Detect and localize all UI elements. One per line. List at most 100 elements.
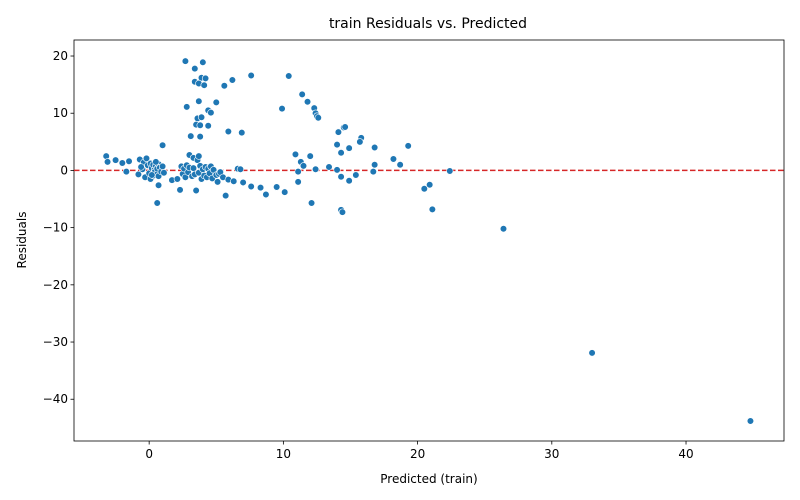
data-point: [236, 165, 245, 173]
data-point: [278, 105, 286, 113]
data-point: [176, 186, 184, 194]
data-point: [334, 128, 343, 136]
data-point: [142, 154, 151, 163]
data-point: [307, 199, 316, 207]
data-point: [314, 114, 322, 122]
data-point: [125, 157, 133, 165]
data-point: [345, 144, 353, 152]
data-point: [262, 190, 270, 199]
data-point: [195, 152, 203, 160]
x-axis-label: Predicted (train): [380, 472, 477, 486]
data-point: [333, 166, 341, 174]
y-axis-label: Residuals: [15, 212, 29, 269]
data-point: [137, 163, 145, 171]
data-point: [291, 150, 300, 159]
data-point: [256, 183, 265, 192]
data-point: [197, 113, 206, 121]
data-point: [426, 181, 434, 189]
data-point: [196, 121, 204, 129]
plot-area: 0 10 20 30 40 −40 −30 −20 −10 0 10 20: [43, 39, 785, 461]
data-point: [337, 149, 345, 157]
data-point: [192, 186, 200, 195]
data-point: [154, 181, 163, 189]
data-point: [306, 152, 314, 160]
chart-title: train Residuals vs. Predicted: [329, 16, 527, 32]
data-point: [181, 57, 189, 65]
x-tick-label: 10: [276, 447, 291, 461]
data-point: [158, 141, 167, 149]
data-point: [325, 163, 333, 171]
data-point: [160, 169, 168, 177]
data-point: [294, 167, 302, 176]
data-point: [298, 90, 306, 98]
data-point: [294, 178, 302, 186]
y-axis-ticks: −40 −30 −20 −10 0 10 20: [43, 49, 74, 406]
data-point: [238, 129, 246, 137]
data-point: [333, 141, 341, 149]
data-point: [112, 156, 120, 164]
data-point: [152, 158, 160, 166]
data-point: [499, 225, 508, 233]
data-point: [189, 164, 198, 172]
data-point: [200, 81, 208, 89]
data-point: [220, 82, 228, 90]
data-point: [134, 170, 143, 179]
y-tick-label: 0: [60, 163, 68, 177]
data-point: [196, 133, 204, 141]
data-point: [337, 173, 345, 181]
data-point: [371, 143, 379, 152]
data-point: [158, 162, 167, 171]
data-point: [199, 58, 207, 66]
x-tick-label: 40: [678, 447, 693, 461]
data-point: [222, 191, 230, 200]
data-point: [428, 205, 436, 213]
data-point: [214, 178, 222, 186]
data-point: [153, 199, 161, 207]
data-point: [299, 162, 308, 170]
data-point: [148, 171, 156, 179]
data-point: [588, 349, 596, 357]
data-point: [118, 159, 126, 167]
y-tick-label: 10: [53, 106, 68, 120]
data-point: [207, 109, 215, 117]
data-point: [341, 123, 349, 131]
data-point: [281, 188, 289, 196]
y-tick-label: −10: [43, 221, 68, 235]
y-tick-label: 20: [53, 49, 68, 63]
data-point: [369, 167, 377, 176]
data-point: [303, 98, 312, 106]
x-axis-ticks: 0 10 20 30 40: [145, 441, 694, 461]
data-points: [102, 57, 755, 425]
data-point: [311, 165, 320, 173]
y-tick-label: −30: [43, 335, 68, 349]
data-point: [191, 65, 199, 73]
y-tick-label: −20: [43, 278, 68, 292]
data-point: [352, 171, 360, 179]
data-point: [195, 97, 203, 105]
data-point: [224, 127, 232, 136]
data-point: [273, 183, 281, 191]
data-point: [404, 142, 412, 150]
data-point: [396, 161, 404, 169]
y-tick-label: −40: [43, 392, 68, 406]
data-point: [446, 167, 454, 175]
data-point: [239, 178, 247, 187]
data-point: [201, 74, 210, 82]
data-point: [285, 72, 293, 80]
data-point: [212, 98, 220, 106]
data-point: [356, 138, 364, 146]
data-point: [345, 177, 353, 185]
x-tick-label: 0: [145, 447, 153, 461]
data-point: [389, 155, 398, 163]
data-point: [183, 103, 191, 111]
data-point: [746, 417, 755, 425]
x-tick-label: 30: [544, 447, 559, 461]
data-point: [122, 167, 130, 176]
data-point: [204, 122, 212, 130]
data-point: [230, 177, 238, 185]
data-point: [103, 158, 112, 166]
data-point: [420, 185, 428, 193]
data-point: [173, 175, 181, 183]
data-point: [338, 208, 347, 216]
